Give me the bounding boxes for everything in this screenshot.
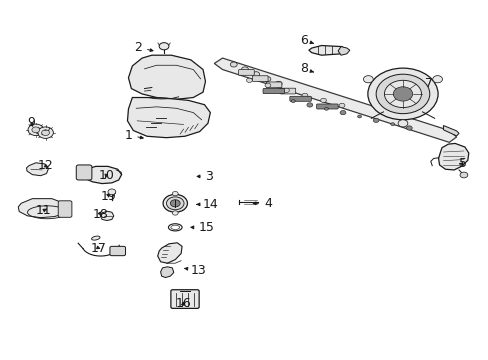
Text: 7: 7 <box>418 77 432 90</box>
Polygon shape <box>18 199 66 218</box>
Circle shape <box>275 81 282 86</box>
Circle shape <box>432 76 442 83</box>
Polygon shape <box>127 98 210 138</box>
FancyBboxPatch shape <box>238 69 254 75</box>
Circle shape <box>230 62 237 67</box>
Circle shape <box>392 87 412 101</box>
Text: 13: 13 <box>184 264 206 277</box>
FancyBboxPatch shape <box>266 82 281 88</box>
Text: 8: 8 <box>299 62 313 75</box>
Circle shape <box>172 192 178 196</box>
Text: 18: 18 <box>92 208 108 221</box>
Polygon shape <box>214 58 456 142</box>
Text: 5: 5 <box>458 157 466 170</box>
Circle shape <box>41 130 49 135</box>
Circle shape <box>170 200 180 207</box>
Circle shape <box>357 115 361 118</box>
Circle shape <box>339 111 345 115</box>
Polygon shape <box>81 166 122 184</box>
Circle shape <box>306 103 312 107</box>
FancyBboxPatch shape <box>252 76 267 81</box>
Text: 17: 17 <box>91 242 106 255</box>
Polygon shape <box>128 55 205 99</box>
Text: 14: 14 <box>197 198 218 211</box>
Circle shape <box>246 78 252 82</box>
Circle shape <box>291 100 295 103</box>
Text: 12: 12 <box>37 159 53 172</box>
Text: 16: 16 <box>175 297 191 310</box>
Polygon shape <box>26 163 48 176</box>
FancyBboxPatch shape <box>76 165 92 180</box>
Polygon shape <box>443 126 458 136</box>
Circle shape <box>252 72 259 77</box>
Circle shape <box>28 124 43 135</box>
Circle shape <box>390 123 394 126</box>
Polygon shape <box>337 46 349 55</box>
Text: 9: 9 <box>27 116 35 129</box>
Polygon shape <box>158 243 182 263</box>
Circle shape <box>172 211 178 215</box>
FancyBboxPatch shape <box>263 89 284 94</box>
FancyBboxPatch shape <box>170 290 199 309</box>
Circle shape <box>163 194 187 212</box>
Text: 11: 11 <box>36 204 51 217</box>
FancyBboxPatch shape <box>316 104 337 109</box>
Polygon shape <box>308 45 345 55</box>
Circle shape <box>397 120 407 127</box>
Polygon shape <box>100 211 114 221</box>
Circle shape <box>264 83 270 87</box>
Circle shape <box>406 126 411 130</box>
Text: 4: 4 <box>253 197 271 210</box>
Circle shape <box>264 77 270 82</box>
Text: 3: 3 <box>197 170 213 183</box>
Polygon shape <box>160 267 173 278</box>
Polygon shape <box>438 143 468 170</box>
Circle shape <box>375 74 429 114</box>
Circle shape <box>166 197 183 210</box>
Circle shape <box>241 67 248 72</box>
Circle shape <box>108 189 116 195</box>
Text: 1: 1 <box>124 129 143 142</box>
Circle shape <box>302 93 307 98</box>
Ellipse shape <box>91 236 100 240</box>
Circle shape <box>372 118 378 122</box>
FancyBboxPatch shape <box>58 201 72 217</box>
Circle shape <box>384 80 421 108</box>
FancyBboxPatch shape <box>280 88 295 94</box>
Circle shape <box>459 172 467 178</box>
Text: 2: 2 <box>134 41 153 54</box>
Text: 15: 15 <box>191 221 214 234</box>
Circle shape <box>32 127 40 133</box>
FancyBboxPatch shape <box>110 246 125 256</box>
FancyBboxPatch shape <box>289 96 311 101</box>
Circle shape <box>320 98 326 103</box>
Circle shape <box>363 76 372 83</box>
Circle shape <box>38 127 53 138</box>
Circle shape <box>324 107 328 110</box>
Circle shape <box>283 88 289 93</box>
Circle shape <box>159 42 168 50</box>
Circle shape <box>367 68 437 120</box>
Text: 19: 19 <box>101 190 116 203</box>
Text: 10: 10 <box>98 169 114 182</box>
Text: 6: 6 <box>300 33 313 47</box>
Circle shape <box>338 103 344 108</box>
